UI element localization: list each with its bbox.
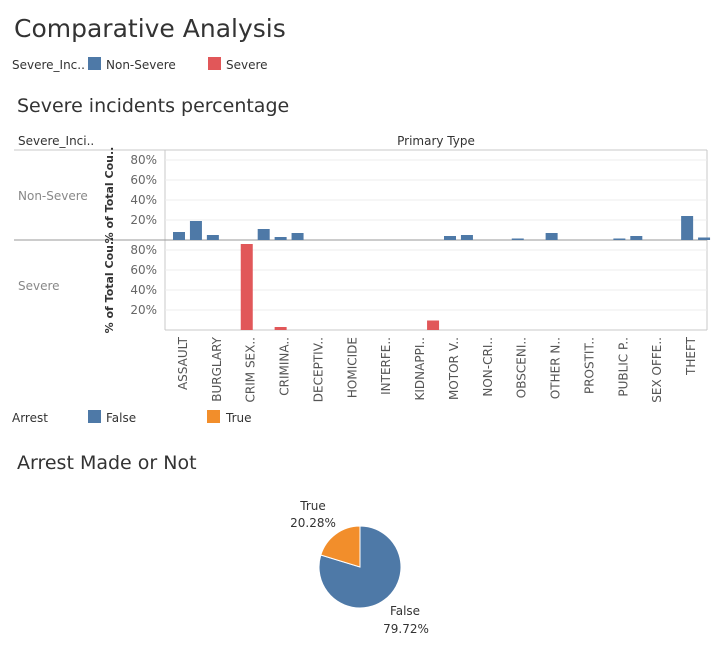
x-tick-label: BURGLARY (210, 336, 224, 401)
bar-non-severe (698, 237, 711, 240)
pie-label-false-name: False (390, 604, 420, 618)
bar-non-severe (257, 229, 270, 240)
y-tick-label: 40% (130, 283, 157, 297)
legend-item-non-severe[interactable]: Non-Severe (106, 58, 176, 72)
y-tick-label: 60% (130, 263, 157, 277)
pie-label-true-value: 20.28% (290, 516, 336, 530)
bar-severe (427, 320, 440, 330)
y-tick-label: 80% (130, 243, 157, 257)
bar-non-severe (189, 221, 202, 240)
row-label-non-severe: Non-Severe (18, 189, 88, 203)
bar-non-severe (613, 238, 626, 240)
row-label-severe: Severe (18, 279, 60, 293)
legend-swatch-false[interactable] (88, 410, 101, 423)
arrest-legend-label: Arrest (12, 411, 48, 425)
legend-swatch-severe[interactable] (208, 57, 221, 70)
column-header-label: Primary Type (397, 134, 475, 148)
bar-non-severe (545, 233, 558, 240)
y-tick-label: 60% (130, 173, 157, 187)
x-tick-label: HOMICIDE (345, 337, 359, 398)
pie-label-false-value: 79.72% (383, 622, 429, 636)
bar-non-severe (460, 235, 473, 240)
pie-label-true-name: True (299, 499, 326, 513)
y-tick-label: 40% (130, 193, 157, 207)
y-axis-title: % of Total Cou.. (103, 147, 116, 244)
x-tick-label: INTERFE.. (379, 337, 393, 395)
bar-non-severe (274, 237, 287, 240)
x-tick-label: THEFT (684, 336, 698, 376)
y-axis-title: % of Total Cou.. (103, 237, 116, 334)
x-tick-label: OBSCENI.. (515, 337, 529, 398)
row-header-label: Severe_Inci.. (18, 134, 94, 148)
x-tick-label: PUBLIC P.. (616, 337, 630, 397)
bar-severe (240, 244, 253, 330)
x-tick-label: ASSAULT (176, 336, 190, 390)
severe-incidents-bar-chart: Severe_Inci.. Primary Type Non-Severe 20% 40… (14, 134, 711, 403)
x-tick-label: OTHER N.. (549, 337, 563, 399)
y-tick-label: 80% (130, 153, 157, 167)
legend-swatch-non-severe[interactable] (88, 57, 101, 70)
bar-chart-title: Severe incidents percentage (17, 95, 290, 117)
bar-non-severe (681, 216, 694, 240)
x-tick-label: MOTOR V.. (447, 337, 461, 400)
y-tick-label: 20% (130, 303, 157, 317)
bar-non-severe (630, 236, 643, 240)
x-tick-label: CRIMINA.. (278, 337, 292, 396)
legend-item-true[interactable]: True (226, 411, 252, 425)
bar-non-severe (511, 238, 524, 240)
bar-non-severe (206, 235, 219, 240)
pie-slice-true (320, 525, 361, 568)
dashboard-title: Comparative Analysis (14, 14, 286, 43)
y-tick-label: 20% (130, 213, 157, 227)
x-tick-label: CRIM SEX.. (244, 337, 258, 402)
x-tick-label: KIDNAPPI.. (413, 337, 427, 400)
pie-chart-title: Arrest Made or Not (17, 452, 197, 474)
x-tick-label: PROSTIT.. (582, 337, 596, 394)
arrest-pie-chart: False 79.72% True 20.28% (290, 499, 429, 636)
bar-non-severe (173, 232, 185, 240)
x-tick-label: DECEPTIV.. (311, 337, 325, 402)
legend-swatch-true[interactable] (207, 410, 220, 423)
x-tick-label: SEX OFFE.. (650, 337, 664, 403)
legend-item-severe[interactable]: Severe (226, 58, 268, 72)
bar-severe (274, 327, 287, 330)
bar-non-severe (444, 236, 456, 240)
legend-item-false[interactable]: False (106, 411, 137, 425)
bar-non-severe (291, 233, 304, 240)
severity-legend-label: Severe_Inc.. (12, 58, 85, 72)
x-tick-label: NON-CRI.. (481, 337, 495, 397)
